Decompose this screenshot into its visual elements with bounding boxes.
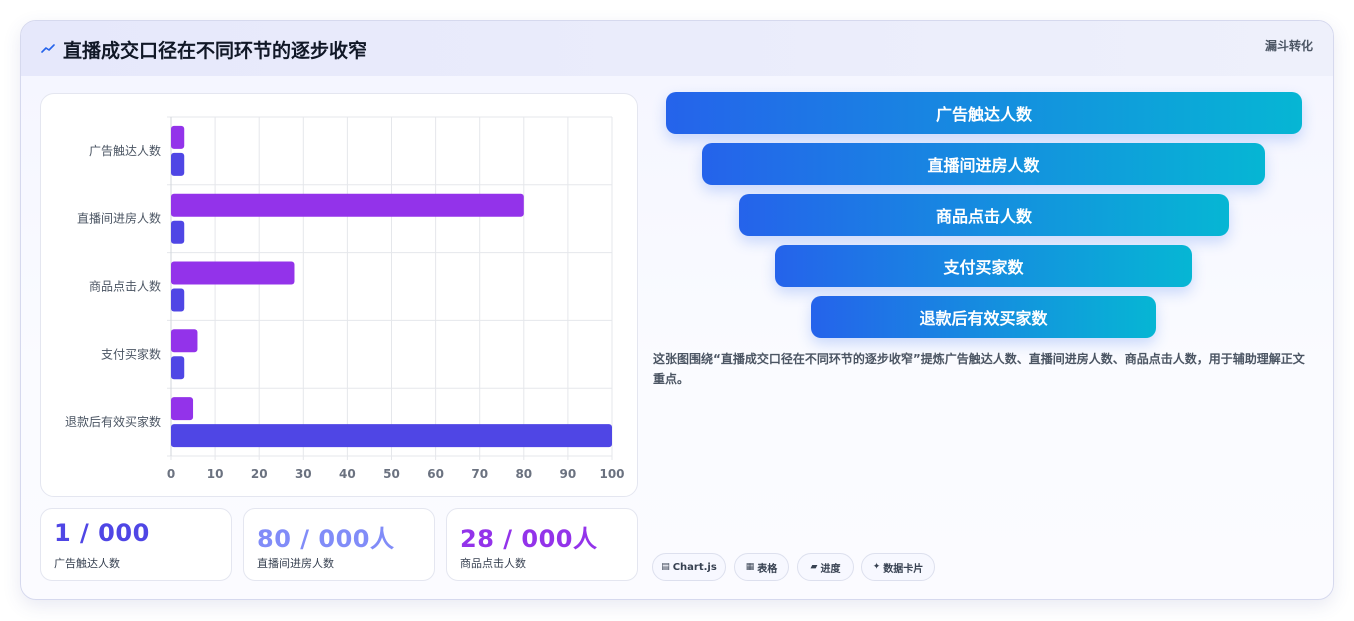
bar-chart-svg: 0 10 20 30 40 50 60 70 80 90 100 广告触达人数直播间进房人数商品点击人… [65, 116, 625, 481]
chip-label: Chart.js [672, 561, 717, 573]
bar-chart: 0 10 20 30 40 50 60 70 80 90 100 广告触达人数直播间进房人数商品点击人… [40, 93, 638, 497]
stat-label: 直播间进房人数 [257, 557, 334, 570]
funnel-step-1: 广告触达人数 [666, 92, 1302, 134]
chip-label: 表格 [757, 563, 778, 575]
table-icon: ▦ [745, 562, 755, 572]
card-header: 直播成交口径在不同环节的逐步收窄 漏斗转化 [21, 21, 1333, 76]
stat-label: 商品点击人数 [460, 557, 526, 570]
bar-series-1 [171, 397, 194, 421]
stat-card-room-entry: 80 / 000人 直播间进房人数 [243, 508, 435, 581]
sparkle-icon: ✦ [872, 562, 881, 572]
y-tick-label: 广告触达人数 [89, 143, 161, 158]
stat-card-product-click: 28 / 000人 商品点击人数 [446, 508, 638, 581]
stat-value: 1 / 000 [54, 519, 150, 547]
trend-line-icon [41, 44, 55, 53]
funnel-step-5: 退款后有效买家数 [811, 296, 1156, 338]
funnel-step-3: 商品点击人数 [739, 194, 1229, 236]
bar-series-1 [171, 125, 185, 149]
x-tick-label: 10 [207, 467, 224, 481]
bar-series-1 [171, 261, 295, 285]
bar-series-2 [171, 288, 185, 312]
y-tick-label: 直播间进房人数 [77, 211, 161, 226]
chip-data-card[interactable]: ✦ 数据卡片 [861, 553, 935, 581]
x-tick-label: 100 [599, 467, 624, 481]
x-tick-label: 30 [295, 467, 312, 481]
x-tick-label: 90 [560, 467, 577, 481]
bar-series-1 [171, 329, 198, 353]
bar-series-2 [171, 152, 185, 176]
funnel-step-2: 直播间进房人数 [702, 143, 1265, 185]
x-tick-label: 20 [251, 467, 268, 481]
stat-value: 80 / 000人 [257, 525, 395, 553]
y-tick-label: 退款后有效买家数 [65, 414, 161, 429]
card-tag: 漏斗转化 [1264, 39, 1313, 53]
x-tick-label: 0 [167, 467, 175, 481]
progress-icon: ▰ [810, 562, 818, 572]
chip-chartjs[interactable]: ▤ Chart.js [652, 553, 726, 581]
y-tick-label: 支付买家数 [101, 346, 161, 361]
bar-series-2 [171, 356, 185, 380]
chip-progress[interactable]: ▰ 进度 [797, 553, 854, 581]
stat-value: 28 / 000人 [460, 525, 598, 553]
y-tick-label: 商品点击人数 [89, 279, 161, 294]
bar-series-2 [171, 220, 185, 244]
chip-label: 数据卡片 [883, 563, 924, 575]
x-tick-label: 80 [515, 467, 532, 481]
card-title: 直播成交口径在不同环节的逐步收窄 [63, 40, 368, 62]
x-tick-label: 70 [471, 467, 488, 481]
chip-table[interactable]: ▦ 表格 [734, 553, 789, 581]
chart-icon: ▤ [661, 562, 670, 572]
bar-series-2 [171, 424, 612, 448]
x-tick-label: 60 [427, 467, 444, 481]
chip-label: 进度 [820, 563, 841, 575]
funnel-step-4: 支付买家数 [775, 245, 1192, 287]
x-tick-label: 40 [339, 467, 356, 481]
x-tick-label: 50 [383, 467, 400, 481]
stat-card-ad-reach: 1 / 000 广告触达人数 [40, 508, 232, 581]
bar-series-1 [171, 193, 524, 217]
description-text: 这张图围绕“直播成交口径在不同环节的逐步收窄”提炼广告触达人数、直播间进房人数、… [653, 352, 1305, 386]
funnel-card: 直播成交口径在不同环节的逐步收窄 漏斗转化 0 10 20 30 40 50 60 70 80 9… [20, 20, 1334, 600]
stat-label: 广告触达人数 [54, 557, 120, 570]
